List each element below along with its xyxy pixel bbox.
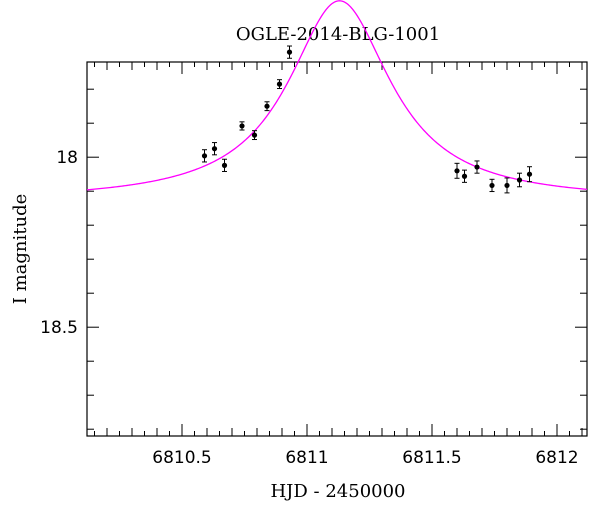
model-curve: [86, 0, 588, 191]
point-marker: [489, 182, 495, 189]
data-point: [239, 121, 245, 131]
point-marker: [211, 146, 218, 152]
x-tick-label: 6811.5: [402, 448, 461, 468]
data-point: [264, 101, 270, 112]
data-point: [489, 178, 495, 193]
y-tick-label: 18.5: [40, 318, 78, 338]
data-point: [211, 142, 218, 156]
point-marker: [516, 177, 523, 183]
point-marker: [504, 182, 510, 189]
data-point: [504, 177, 510, 194]
data-point: [461, 169, 468, 183]
data-point: [201, 149, 208, 163]
x-axis-ticks: 6810.5 6811 6811.5 6812: [94, 62, 583, 468]
data-point: [251, 130, 258, 141]
point-marker: [276, 81, 283, 87]
x-axis-label: HJD - 2450000: [270, 481, 405, 502]
point-marker: [264, 103, 270, 109]
point-marker: [286, 49, 293, 55]
data-point: [276, 79, 283, 90]
data-points: [201, 45, 533, 194]
y-tick-label: 18: [56, 148, 78, 168]
x-tick-label: 6810.5: [152, 448, 211, 468]
point-marker: [239, 123, 245, 129]
point-marker: [201, 153, 208, 159]
point-marker: [461, 173, 468, 179]
point-marker: [454, 168, 460, 174]
x-tick-label: 6811: [285, 448, 328, 468]
data-point: [286, 45, 293, 59]
y-axis-label: I magnitude: [10, 194, 31, 305]
data-point: [474, 160, 480, 174]
data-point: [454, 162, 460, 179]
data-point: [221, 158, 228, 172]
x-tick-label: 6812: [535, 448, 578, 468]
y-axis-ticks: 17.51818.5: [40, 88, 587, 430]
point-marker: [526, 171, 533, 177]
point-marker: [474, 164, 480, 170]
point-marker: [251, 132, 258, 138]
point-marker: [221, 162, 228, 168]
data-point: [526, 166, 533, 183]
chart-title: OGLE-2014-BLG-1001: [236, 24, 440, 45]
data-point: [516, 172, 523, 188]
plot-frame: [86, 61, 588, 437]
